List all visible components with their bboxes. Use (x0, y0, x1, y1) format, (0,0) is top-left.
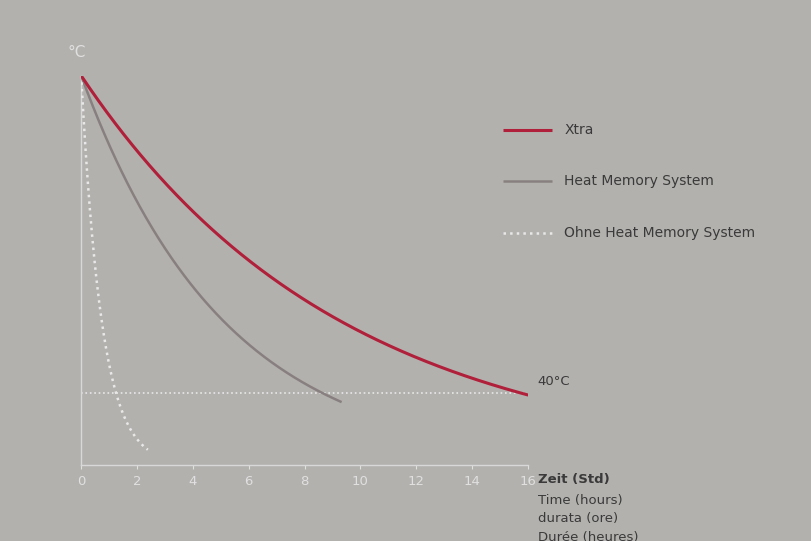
Text: Time (hours): Time (hours) (537, 494, 621, 507)
Text: Heat Memory System: Heat Memory System (564, 174, 714, 188)
Text: Ohne Heat Memory System: Ohne Heat Memory System (564, 226, 754, 240)
Text: Xtra: Xtra (564, 123, 593, 137)
Text: Durée (heures): Durée (heures) (537, 531, 637, 541)
Text: 40°C: 40°C (537, 375, 569, 388)
Text: °C: °C (67, 45, 85, 60)
Text: durata (ore): durata (ore) (537, 512, 617, 525)
Text: Zeit (Std): Zeit (Std) (537, 473, 608, 486)
